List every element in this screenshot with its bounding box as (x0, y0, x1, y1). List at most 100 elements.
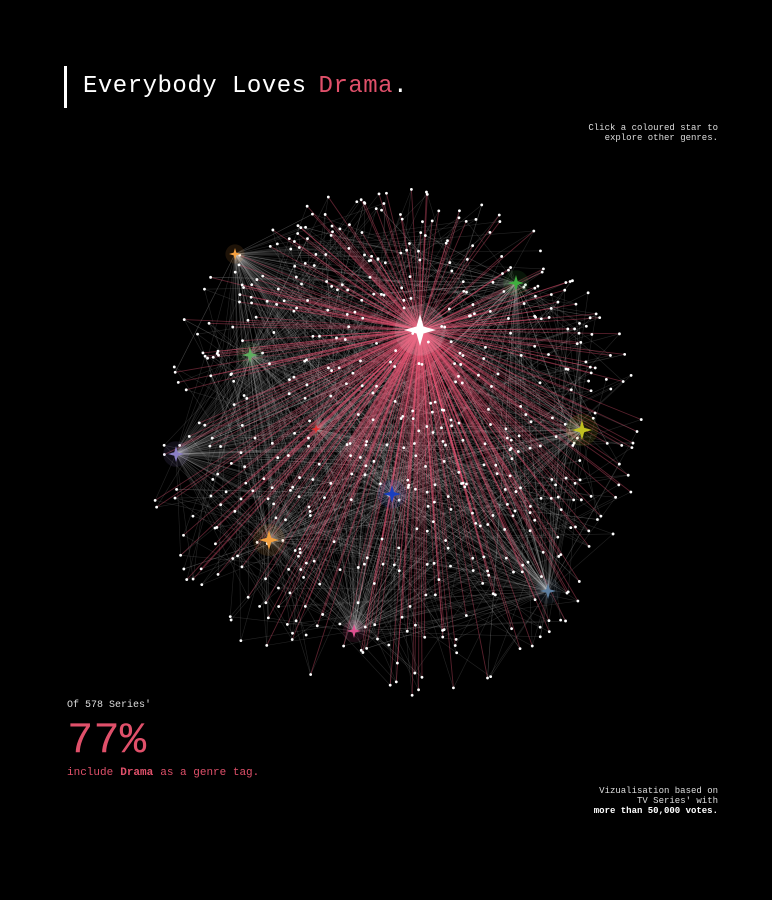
edge (353, 474, 366, 632)
edge (231, 463, 549, 592)
edge (418, 429, 583, 432)
series-node (331, 230, 334, 234)
edge (268, 419, 642, 541)
edge (427, 429, 583, 532)
edge (391, 493, 598, 520)
genre-star[interactable] (311, 424, 321, 434)
drama-edge (361, 299, 421, 331)
title-end: . (393, 73, 408, 100)
edge (175, 453, 550, 621)
edge (183, 539, 270, 570)
series-node (502, 290, 506, 293)
edge (353, 606, 411, 632)
edge (475, 429, 583, 524)
genre-star[interactable] (404, 314, 436, 346)
drama-edge (242, 329, 421, 342)
series-node (505, 436, 509, 440)
series-node (566, 590, 570, 594)
edge (234, 253, 310, 508)
edge (175, 453, 400, 572)
edge (268, 372, 592, 541)
drama-edge (419, 329, 620, 486)
edge (249, 354, 446, 541)
drama-edge (419, 329, 494, 594)
edge (537, 286, 583, 431)
genre-star[interactable] (242, 347, 258, 363)
genre-star[interactable] (508, 275, 524, 291)
edge (175, 453, 434, 522)
genre-star[interactable] (572, 420, 592, 440)
genre-star[interactable] (259, 530, 279, 550)
genre-star[interactable] (383, 485, 401, 503)
edge (175, 291, 505, 455)
series-node (400, 286, 404, 290)
series-node (635, 430, 639, 433)
series-node (297, 495, 301, 499)
drama-edge (322, 329, 421, 615)
drama-edge (300, 329, 421, 570)
edge (306, 562, 549, 592)
series-node (236, 554, 239, 558)
edge (303, 428, 317, 578)
edge (175, 425, 452, 455)
series-node (446, 546, 450, 550)
drama-edge (294, 265, 421, 331)
drama-edge (419, 329, 629, 476)
genre-star[interactable] (229, 248, 241, 260)
edge (515, 282, 575, 444)
edge (234, 253, 419, 432)
edge (339, 429, 583, 625)
caption-text: as a genre tag. (160, 767, 260, 779)
series-node (503, 528, 507, 531)
series-node (288, 378, 291, 382)
drama-edge (304, 329, 421, 399)
series-node (399, 213, 402, 216)
series-node (345, 443, 349, 446)
edge (391, 493, 514, 517)
drama-edge (294, 241, 421, 331)
edge (409, 276, 583, 431)
edge (231, 373, 270, 541)
series-node (293, 264, 297, 268)
genre-star[interactable] (347, 624, 361, 638)
series-node (568, 280, 572, 283)
drama-edge (262, 329, 421, 354)
drama-edge (331, 225, 421, 331)
edge (262, 275, 583, 431)
drama-edge (419, 329, 524, 566)
edge (315, 428, 378, 640)
drama-edge (338, 329, 421, 369)
drama-edge (270, 245, 421, 331)
series-node (372, 292, 376, 296)
series-node (563, 288, 567, 292)
edge (175, 453, 391, 686)
edge (547, 498, 552, 592)
edge (354, 312, 393, 495)
drama-edge (419, 315, 471, 331)
series-node (249, 295, 253, 299)
drama-edge (362, 317, 421, 331)
edge (292, 429, 583, 640)
edge (374, 282, 517, 625)
edge (315, 428, 484, 558)
drama-edge (386, 193, 421, 331)
series-node (533, 286, 537, 290)
edge (353, 512, 531, 632)
series-node (330, 224, 334, 228)
series-node (460, 482, 463, 485)
drama-edge (419, 329, 467, 616)
genre-star[interactable] (168, 446, 184, 462)
edge (315, 428, 367, 649)
edge (272, 229, 549, 592)
edge (353, 220, 433, 632)
series-node (458, 351, 462, 355)
series-node (458, 209, 461, 213)
edge (315, 336, 320, 430)
edge (403, 429, 583, 449)
edge (419, 259, 549, 592)
edge (301, 283, 549, 592)
series-node (425, 190, 428, 194)
series-node (370, 254, 374, 258)
genre-star[interactable] (540, 583, 556, 599)
drama-edge (419, 329, 436, 403)
